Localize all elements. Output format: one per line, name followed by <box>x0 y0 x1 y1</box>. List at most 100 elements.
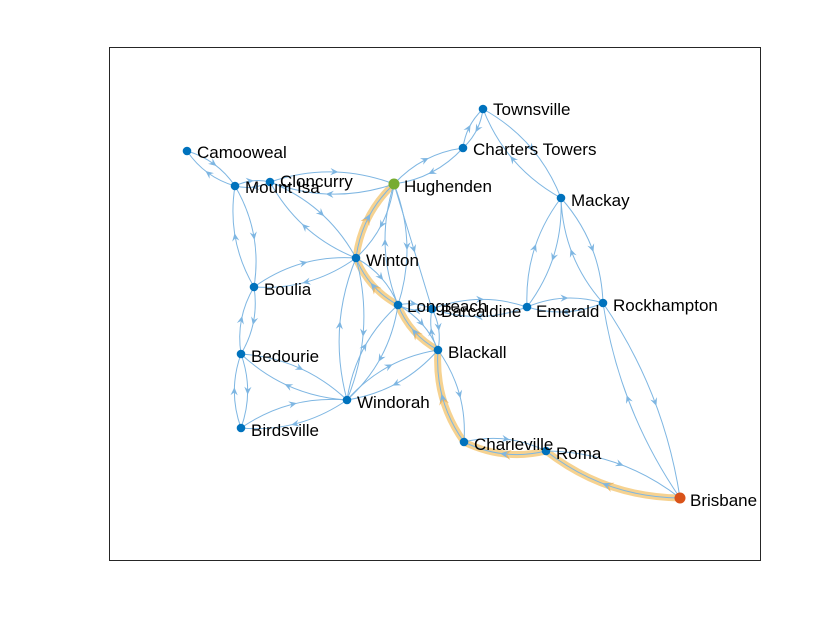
node-label-boulia: Boulia <box>264 280 312 299</box>
edge-arrow <box>383 364 393 372</box>
label-layer: Townsville Charters Towers Camooweal Mount … <box>197 100 757 510</box>
edge-line <box>545 450 681 499</box>
edge-arrow <box>416 317 425 327</box>
edge-townsville-to-mackay <box>482 108 562 199</box>
edge-charleville-to-roma <box>463 434 547 452</box>
edge-line <box>482 108 562 199</box>
edge-bedourie-to-birdsville <box>240 353 252 429</box>
edge-line <box>346 304 399 401</box>
edge-bedourie-to-boulia <box>236 286 255 355</box>
node-marker-rockhampton[interactable] <box>598 298 608 308</box>
edge-arrow <box>463 124 471 134</box>
edge-arrow <box>412 307 422 315</box>
node-marker-boulia[interactable] <box>249 282 259 292</box>
edge-arrow <box>325 190 334 198</box>
edge-rockhampton-to-emerald <box>526 302 604 316</box>
edge-cloncurry-to-winton <box>269 181 357 259</box>
edge-arrow <box>419 158 429 165</box>
edge-arrow <box>587 243 595 253</box>
edge-arrow <box>251 316 259 326</box>
node-marker-roma[interactable] <box>541 446 551 456</box>
edge-hughenden-to-winton <box>355 183 395 259</box>
edge-arrow <box>529 244 537 253</box>
edge-hughenden-to-longreach <box>393 183 411 306</box>
node-label-charters-towers: Charters Towers <box>473 140 596 159</box>
edge-arrow <box>411 328 420 338</box>
node-marker-charleville[interactable] <box>459 437 469 447</box>
edge-arrow <box>379 219 387 229</box>
edge-arrow <box>476 295 485 303</box>
edge-arrow <box>230 387 238 396</box>
node-label-brisbane: Brisbane <box>690 491 757 510</box>
edge-line <box>384 183 399 306</box>
node-marker-mount-isa[interactable] <box>230 181 240 191</box>
highlight-path-arrow <box>500 450 512 460</box>
edge-line <box>526 197 562 308</box>
edge-line <box>269 181 395 195</box>
edge-arrow <box>560 294 569 302</box>
edge-arrow <box>475 123 483 133</box>
node-marker-winton[interactable] <box>351 253 361 263</box>
edge-line <box>269 171 395 185</box>
edge-winton-to-cloncurry <box>269 181 357 259</box>
edge-birdsville-to-windorah <box>240 398 348 429</box>
edge-mackay-to-townsville <box>482 108 562 199</box>
node-marker-townsville[interactable] <box>478 104 488 114</box>
edge-arrow <box>330 168 339 176</box>
edge-charters-towers-to-hughenden <box>393 147 464 185</box>
edge-windorah-to-winton <box>335 257 357 401</box>
node-marker-longreach[interactable] <box>393 300 403 310</box>
edge-arrow <box>439 393 447 403</box>
edge-rockhampton-to-mackay <box>560 197 604 304</box>
edge-arrow <box>403 242 411 251</box>
edge-windorah-to-blackall <box>346 349 439 401</box>
edge-arrow <box>561 308 570 316</box>
node-label-rockhampton: Rockhampton <box>613 296 718 315</box>
node-marker-camooweal[interactable] <box>182 146 192 156</box>
edge-winton-to-hughenden <box>355 183 395 259</box>
node-marker-birdsville[interactable] <box>236 423 246 433</box>
edge-arrow <box>251 183 260 191</box>
edge-arrow <box>363 213 371 223</box>
node-label-emerald: Emerald <box>536 302 599 321</box>
edge-arrow <box>378 353 386 362</box>
plot-axes-box <box>109 47 761 561</box>
node-marker-charters-towers[interactable] <box>458 143 468 153</box>
edge-arrow <box>614 459 624 467</box>
node-label-blackall: Blackall <box>448 343 507 362</box>
node-label-longreach: Longreach <box>407 297 487 316</box>
edge-winton-to-boulia <box>253 257 357 288</box>
edge-arrow <box>375 271 384 281</box>
node-marker-barcaldine[interactable] <box>427 304 437 314</box>
edge-arrow <box>298 260 308 268</box>
edge-arrow <box>360 328 368 337</box>
node-marker-bedourie[interactable] <box>236 349 246 359</box>
edge-arrow <box>208 158 217 166</box>
edge-line <box>346 257 365 401</box>
edge-rockhampton-to-brisbane <box>602 302 681 499</box>
node-label-charleville: Charleville <box>474 435 553 454</box>
edge-arrow <box>284 384 294 391</box>
node-label-townsville: Townsville <box>493 100 570 119</box>
edge-longreach-to-winton <box>355 257 399 306</box>
edge-line <box>240 353 348 401</box>
node-marker-windorah[interactable] <box>342 395 352 405</box>
edge-arrow <box>625 395 633 404</box>
edge-longreach-to-hughenden <box>381 183 399 306</box>
edge-arrow <box>551 252 559 261</box>
node-marker-mackay[interactable] <box>556 193 566 203</box>
node-marker-hughenden[interactable] <box>388 178 400 190</box>
node-marker-emerald[interactable] <box>522 302 532 312</box>
edge-boulia-to-winton <box>253 257 357 288</box>
edge-line <box>269 181 357 259</box>
edge-hughenden-to-cloncurry <box>269 181 395 198</box>
edge-camooweal-to-mount-isa <box>186 150 236 187</box>
node-marker-brisbane[interactable] <box>674 492 686 504</box>
node-marker-cloncurry[interactable] <box>265 177 275 187</box>
node-label-mount-isa: Mount Isa <box>245 178 320 197</box>
node-marker-blackall[interactable] <box>433 345 443 355</box>
edge-arrow <box>474 313 483 321</box>
edge-arrow <box>501 434 510 443</box>
edge-arrow <box>205 171 214 179</box>
